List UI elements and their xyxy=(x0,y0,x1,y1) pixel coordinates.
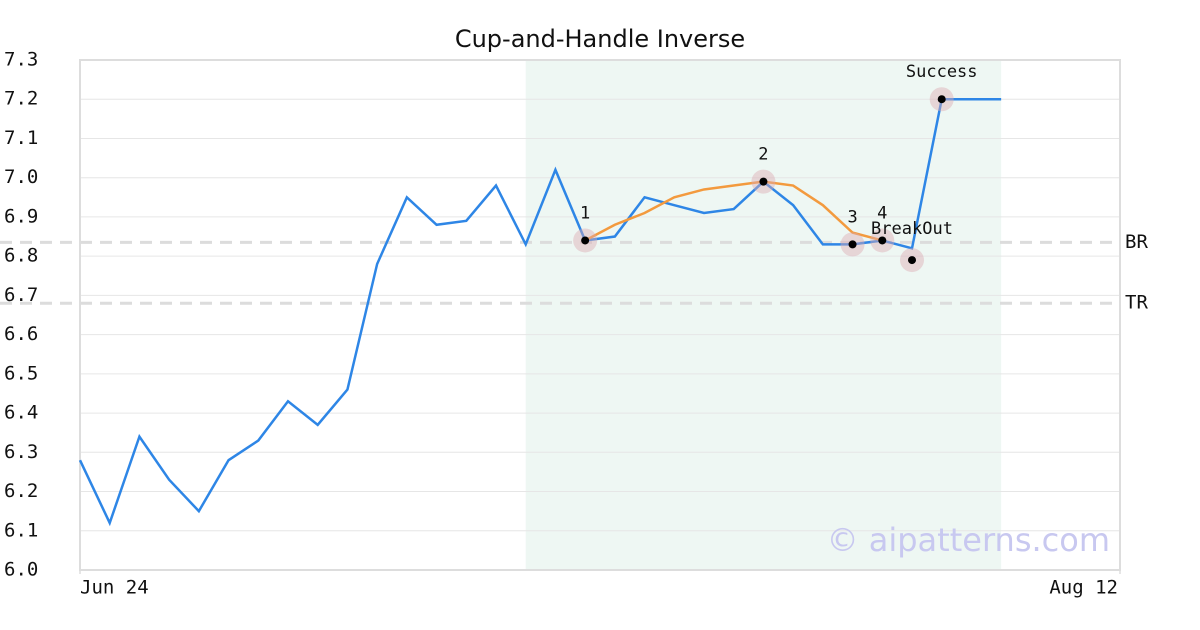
marker-dot xyxy=(759,177,768,186)
marker-label: 4 xyxy=(877,203,887,223)
chart-title: Cup-and-Handle Inverse xyxy=(455,25,745,53)
series-line xyxy=(584,180,883,242)
marker-dot xyxy=(908,256,916,265)
y-tick-label: 7.1 xyxy=(4,127,38,149)
marker-dot xyxy=(848,240,857,249)
y-tick-label: 6.6 xyxy=(4,323,38,345)
plot-frame xyxy=(79,59,1121,571)
level-label: BR xyxy=(1125,231,1148,253)
highlight-zone xyxy=(525,60,1002,570)
y-tick-label: 6.5 xyxy=(4,362,38,384)
marker-label: BreakOut xyxy=(871,219,953,239)
x-tick-label: Aug 12 xyxy=(1049,577,1118,599)
marker-label: 1 xyxy=(580,203,590,223)
y-tick-label: 6.2 xyxy=(4,480,38,502)
y-tick-label: 7.0 xyxy=(4,166,38,188)
y-tick-label: 6.4 xyxy=(4,402,38,424)
level-label: TR xyxy=(1125,292,1148,314)
y-tick-label: 6.8 xyxy=(4,245,38,267)
marker-label: Success xyxy=(906,62,978,82)
y-tick-label: 6.3 xyxy=(4,441,38,463)
watermark: © aipatterns.com xyxy=(827,521,1110,559)
y-tick-label: 6.7 xyxy=(4,284,38,306)
x-tick-label: Jun 24 xyxy=(80,577,149,599)
marker-label: 2 xyxy=(758,145,768,165)
marker-dot xyxy=(581,236,590,245)
series-line xyxy=(78,97,1002,527)
y-tick-label: 7.3 xyxy=(4,49,38,71)
marker-label: 3 xyxy=(847,207,857,227)
y-tick-label: 7.2 xyxy=(4,88,38,110)
marker-dot xyxy=(937,95,946,104)
y-tick-label: 6.0 xyxy=(4,559,38,581)
marker-dot xyxy=(878,236,887,245)
y-tick-label: 6.1 xyxy=(4,519,38,541)
y-tick-label: 6.9 xyxy=(4,205,38,227)
